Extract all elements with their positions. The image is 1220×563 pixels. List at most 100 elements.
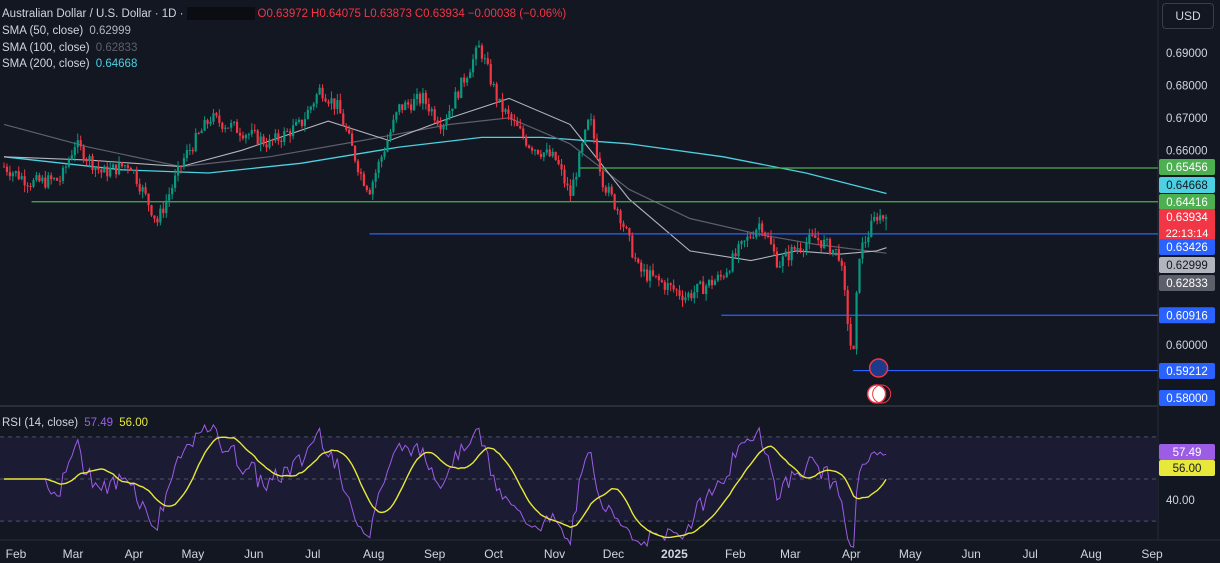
price-tag: 0.62999 [1166,260,1208,272]
candle-body [436,120,439,125]
candle-body [106,166,109,177]
candle-body [356,160,360,173]
candle-body [424,92,427,104]
candle-body [412,99,416,111]
price-tick-label: 0.68000 [1166,80,1208,92]
candle-body [8,172,11,177]
time-axis-label: 2025 [661,547,688,561]
sma50-label: SMA (50, close) [2,25,84,37]
price-tick-label: 0.67000 [1166,113,1208,125]
price-tag: 0.62833 [1166,278,1208,290]
candle-body [268,139,271,148]
candle-body [85,160,88,162]
candle-body [410,104,413,111]
time-axis-label: Jun [244,547,263,561]
candle-body [469,72,472,79]
candle-body [312,103,315,107]
candle-body [495,83,498,101]
rsi-tag-bg [1159,460,1215,476]
candle-body [530,147,534,151]
price-tag-bg [1159,239,1215,255]
sma200-line [3,136,887,195]
candle-body [23,176,26,186]
time-axis-label: Jul [1022,547,1037,561]
candle-body [457,91,460,99]
candle-body [548,149,551,157]
candle-body [250,129,253,135]
candle-body [849,323,852,346]
candle-body [654,275,658,277]
candle-body [185,149,188,159]
price-tag: 0.58000 [1166,393,1208,405]
candle-body [215,113,218,116]
candle-body [368,189,371,195]
candle-body [752,237,755,239]
candle-body [374,172,377,182]
candle-body [554,151,557,160]
price-tag: 0.64416 [1166,197,1208,209]
candle-body [407,102,410,105]
candle-body [622,223,625,227]
candle-body [722,276,725,278]
currency-button[interactable]: USD [1162,3,1214,29]
candle-body [327,101,330,104]
candle-body [480,45,483,59]
candle-body [73,147,76,156]
price-tag-bg [1159,194,1215,210]
legend-sma100[interactable]: SMA (100, close) 0.62833 [2,42,140,54]
candle-body [746,236,749,241]
candle-body [811,234,814,236]
candle-body [79,140,82,147]
candle-body [719,274,722,277]
legend-sma200[interactable]: SMA (200, close) 0.64668 [2,58,140,70]
candle-body [274,133,277,141]
candle-body [734,253,737,257]
candle-body [433,109,436,121]
candle-body [318,87,321,95]
candle-body [477,45,481,48]
candle-body [2,166,6,168]
candle-body [262,136,265,145]
candle-body [725,272,728,278]
candle-body [710,279,714,286]
candle-body [35,175,38,181]
candle-body [241,135,245,139]
price-tag-bg [1159,307,1215,324]
candle-body [536,149,540,154]
rsi-tag-bg [1159,444,1215,460]
candle-body [206,119,209,124]
candle-body [141,187,144,192]
time-axis-label: Sep [424,547,446,561]
candle-body [383,151,386,157]
candle-body [584,129,587,144]
legend-sma50[interactable]: SMA (50, close) 0.62999 [2,25,134,37]
candle-body [132,170,135,172]
candle-body [684,297,687,301]
candle-body [345,125,348,130]
candle-body [292,125,295,137]
candle-body [20,176,23,180]
candle-body [619,210,622,224]
candle-body [280,140,283,142]
candle-body [398,104,401,113]
candle-body [808,234,811,243]
candle-body [828,238,832,255]
candle-body [799,248,802,251]
legend-rsi[interactable]: RSI (14, close) 57.49 56.00 [2,417,151,429]
candle-body [197,133,200,135]
candle-body [643,269,646,272]
candle-body [592,119,596,139]
candle-body [569,185,572,196]
candle-body [91,156,94,170]
candle-body [123,165,127,167]
candle-body [454,91,457,109]
candle-body [731,253,734,272]
candle-body [572,179,575,196]
candle-body [365,185,368,190]
candle-body [306,109,309,120]
candle-body [749,236,752,238]
price-tag-bg [1159,257,1215,273]
candle-body [188,149,191,151]
price-tag-bg [1159,275,1215,291]
